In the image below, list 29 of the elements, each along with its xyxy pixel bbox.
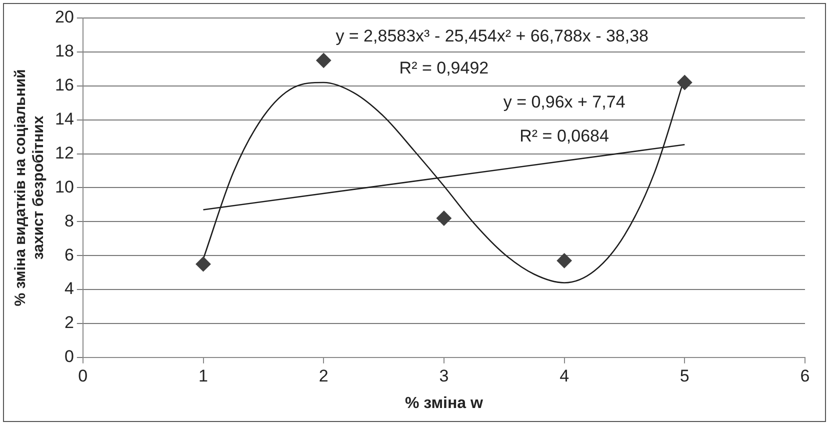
y-tick-label: 16 [54,76,74,95]
x-tick-label: 4 [560,366,570,386]
x-axis-title: % зміна w [404,394,484,412]
point [316,52,332,68]
y-tick-label: 6 [64,245,74,264]
annotation: y = 0,96x + 7,74 [503,92,626,112]
y-tick-label: 14 [54,110,74,129]
point [556,253,572,268]
annotation: R² = 0,0684 [520,126,609,146]
y-tick-label: 10 [54,177,74,196]
y-tick-label: 2 [64,313,74,332]
y-tick-label: 8 [64,211,74,230]
point [436,210,452,226]
annotation: R² = 0,9492 [399,58,489,78]
y-tick-label: 0 [64,347,74,366]
x-tick-label: 3 [439,366,449,386]
x-tick-label: 0 [78,366,88,386]
y-tick-label: 4 [64,279,74,298]
annotation: y = 2,8583x³ - 25,454x² + 66,788x - 38,38 [336,26,649,46]
x-tick-label: 2 [318,366,328,386]
x-tick-label: 1 [198,366,208,386]
x-tick-label: 6 [800,366,810,386]
y-tick-label: 18 [54,42,74,61]
y-tick-label: 12 [54,143,74,162]
y-tick-label: 20 [54,8,74,27]
point [677,74,692,90]
x-tick-label: 5 [680,366,690,386]
point [196,256,211,272]
y-axis-title: % зміна видатків на соціальний захист безробітних [12,69,48,306]
